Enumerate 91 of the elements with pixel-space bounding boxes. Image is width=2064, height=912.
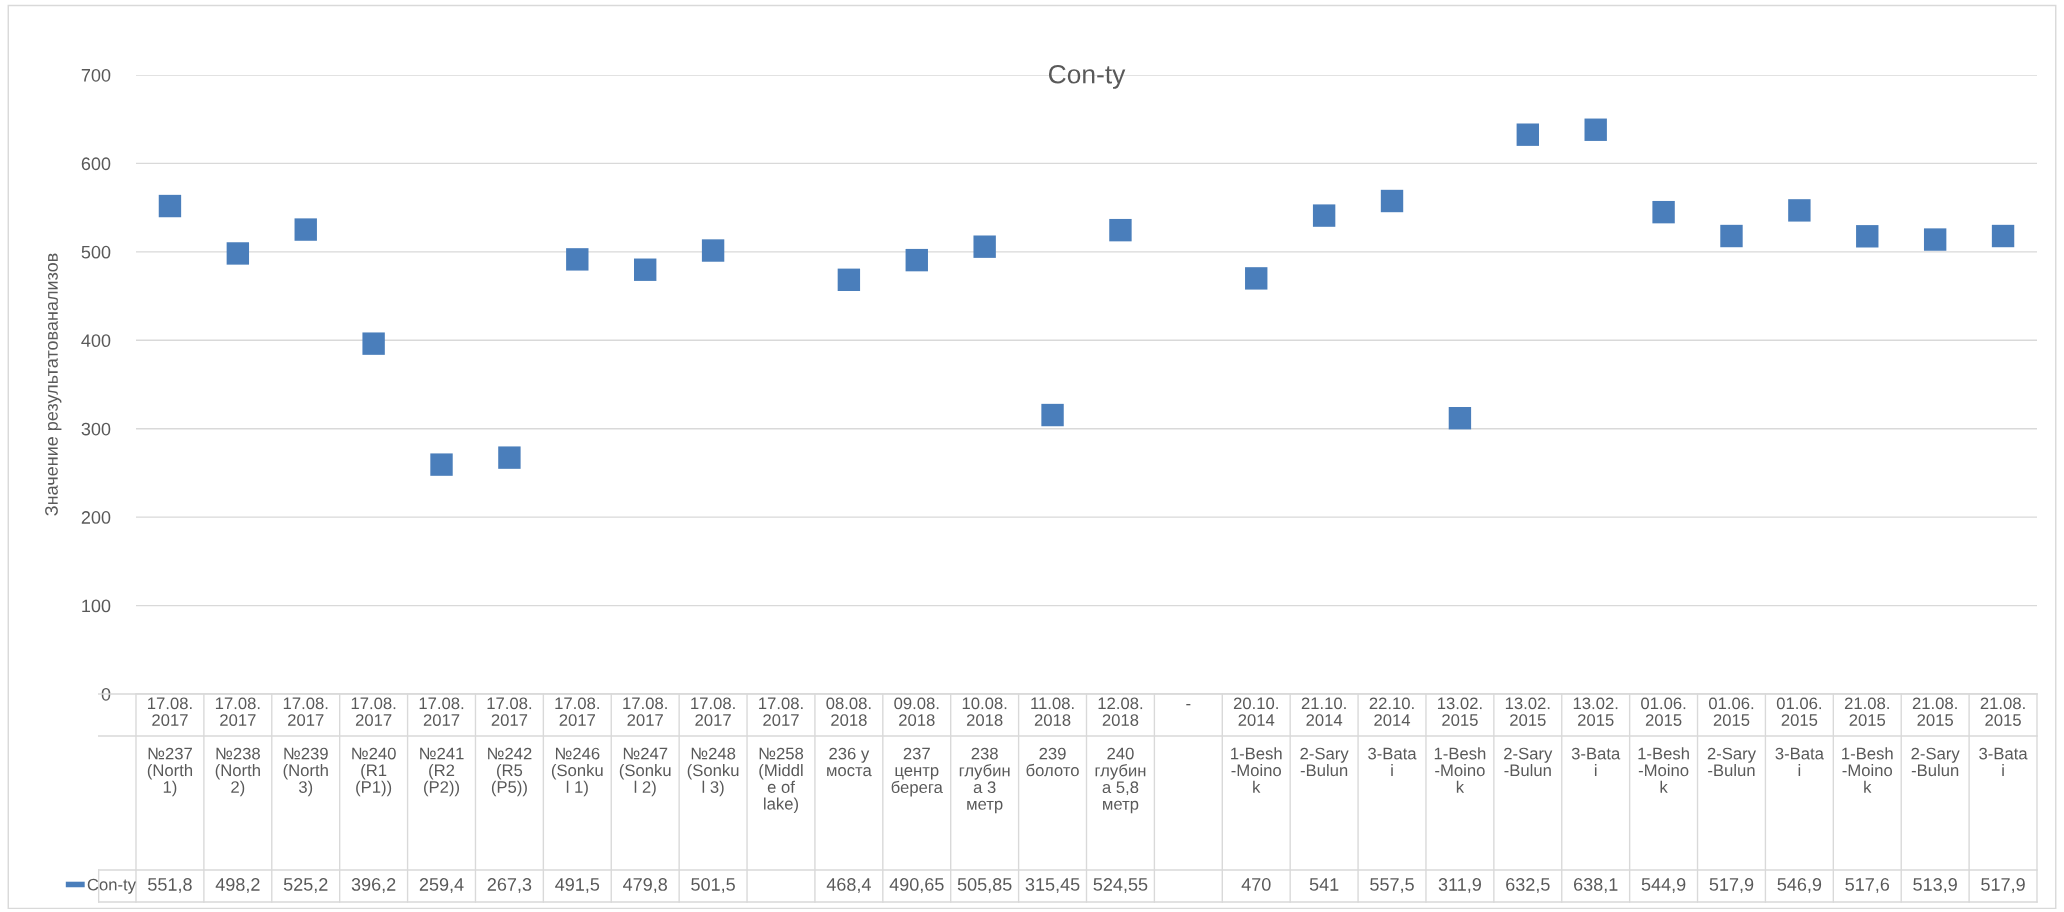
- data-label: 544,9: [1641, 878, 1686, 893]
- point: [1720, 224, 1743, 248]
- data-label: 311,9: [1438, 878, 1481, 893]
- data-label: 468,4: [826, 878, 871, 893]
- point: [1584, 118, 1607, 141]
- point: [1991, 224, 2015, 248]
- x-tick-label: -: [1186, 704, 1191, 706]
- point: [1380, 189, 1404, 213]
- category-label: 20.10.2014 1-Besh-Moinok: [1231, 697, 1282, 793]
- point: [226, 242, 250, 265]
- y-tick-label: 100: [82, 599, 111, 613]
- chart-title: Con-ty: [1048, 64, 1126, 89]
- data-label: 513,9: [1913, 878, 1957, 893]
- category-label: 22.10.2014 3-Batai: [1368, 697, 1417, 777]
- data-label: 541: [1309, 878, 1339, 891]
- category-label: 17.08.2017 №240 (R1 (P1)): [351, 697, 396, 797]
- y-tick-label: 0: [101, 687, 111, 701]
- data-label: 505,85: [957, 878, 1012, 893]
- data-label: 396,2: [351, 878, 396, 893]
- data-label: 632,5: [1506, 878, 1550, 893]
- point: [1788, 199, 1811, 222]
- data-label: 479,8: [623, 878, 667, 893]
- point: [1516, 123, 1539, 146]
- point: [1923, 228, 1947, 251]
- point: [566, 248, 589, 271]
- point: [1245, 267, 1268, 290]
- category-label: 21.08.2015 2-Sary-Bulun: [1911, 697, 1960, 777]
- data-label: 546,9: [1777, 878, 1822, 893]
- y-tick-label: 700: [81, 68, 111, 82]
- data-label: 638,1: [1574, 878, 1618, 893]
- data-label: 470: [1241, 878, 1271, 891]
- category-label: 13.02.2015 3-Batai: [1571, 697, 1621, 777]
- category-label: 01.06.2015 1-Besh-Moinok: [1638, 697, 1689, 793]
- data-label: 524,55: [1093, 878, 1148, 893]
- y-tick-label: 600: [81, 157, 111, 171]
- point: [1856, 225, 1879, 248]
- data-label: 259,4: [419, 878, 464, 893]
- data-label: 517,9: [1981, 878, 2025, 893]
- point: [158, 194, 182, 218]
- point: [294, 218, 317, 241]
- point: [634, 258, 657, 281]
- category-label: 17.08.2017 №241 (R2 (P2)): [419, 697, 464, 797]
- data-label: 490,65: [889, 878, 944, 893]
- y-tick-label: 400: [81, 334, 111, 348]
- data-label: 517,6: [1845, 878, 1890, 893]
- point: [837, 268, 861, 291]
- category-label: 13.02.2015 2-Sary-Bulun: [1504, 697, 1553, 777]
- category-label: 01.06.2015 3-Batai: [1775, 697, 1824, 777]
- category-label: 11.08.2018 239 болото: [1026, 697, 1079, 777]
- category-label: 17.08.2017 №237 (North 1): [147, 697, 193, 797]
- point: [498, 446, 521, 469]
- data-label: 525,2: [283, 878, 328, 893]
- category-label: 01.06.2015 2-Sary-Bulun: [1707, 697, 1756, 777]
- category-label: 12.08.2018 240 глубина 5,8 метр: [1095, 697, 1146, 814]
- point: [1109, 218, 1132, 242]
- category-label: 17.08.2017 №242 (R5 (P5)): [487, 697, 532, 797]
- point: [1652, 200, 1675, 224]
- category-label: 17.08.2017 №247 (Sonkul 2): [619, 697, 671, 797]
- category-label: 17.08.2017 №246 (Sonkul 1): [551, 697, 603, 797]
- point: [905, 248, 928, 272]
- point: [362, 332, 385, 355]
- y-tick-label: 500: [81, 245, 111, 259]
- point: [973, 235, 996, 258]
- category-label: 09.08.2018 237 центр берега: [891, 697, 943, 797]
- category-label: 21.08.2015 1-Besh-Moinok: [1842, 697, 1893, 793]
- category-label: 17.08.2017 №239 (North 3): [283, 697, 328, 797]
- y-tick-label: 300: [81, 422, 111, 436]
- category-label: 13.02.2015 1-Besh-Moinok: [1434, 697, 1486, 793]
- data-label: 501,5: [691, 878, 735, 893]
- category-label: 08.08.2018 236 у моста: [826, 697, 872, 777]
- point: [430, 453, 453, 476]
- category-label: 17.08.2017 №238 (North 2): [215, 697, 260, 797]
- point: [1312, 204, 1336, 227]
- data-label: 551,8: [148, 878, 192, 893]
- point: [701, 239, 725, 262]
- data-label: 491,5: [555, 878, 600, 893]
- point: [1448, 406, 1472, 430]
- data-label: 498,2: [215, 878, 260, 893]
- category-label: 10.08.2018 238 глубина 3 метр: [959, 697, 1010, 814]
- category-label: 21.08.2015 3-Batai: [1979, 697, 2028, 777]
- y-tick-label: 200: [81, 511, 111, 524]
- category-label: 21.10.2014 2-Sary-Bulun: [1300, 697, 1349, 777]
- category-label: 17.08.2017 №248 (Sonkul 3): [687, 697, 739, 797]
- data-label: 517,9: [1709, 878, 1754, 893]
- y-axis-title: Значение результатованализов: [45, 253, 62, 516]
- data-label: 267,3: [487, 878, 532, 893]
- legend-label: Con-ty: [87, 878, 136, 894]
- data-label: 557,5: [1370, 878, 1414, 893]
- category-label: 17.08.2017 №258 (Middle of lake): [759, 697, 804, 813]
- point: [1041, 403, 1064, 427]
- data-label: 315,45: [1025, 878, 1080, 893]
